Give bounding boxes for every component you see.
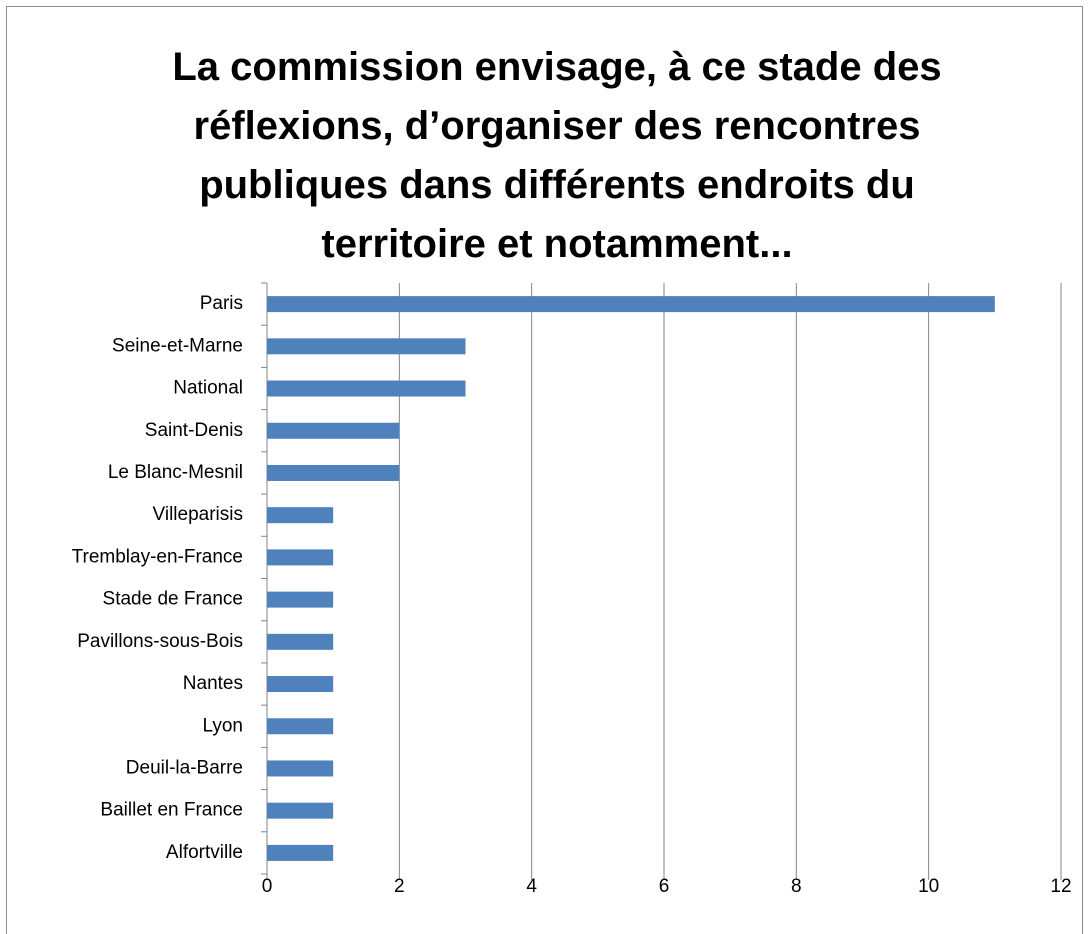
x-tick-label: 2 — [394, 876, 405, 897]
y-tick-label: Tremblay-en-France — [72, 546, 243, 567]
bar — [267, 760, 334, 777]
bar — [267, 380, 466, 397]
y-tick-label: Alfortville — [166, 842, 243, 863]
y-tick-label: Nantes — [183, 673, 243, 694]
bar — [267, 802, 334, 819]
x-tick-label: 0 — [262, 876, 273, 897]
y-tick-label: National — [173, 378, 243, 399]
bar — [267, 422, 400, 439]
x-tick-label: 12 — [1050, 876, 1071, 897]
x-tick-label: 8 — [791, 876, 802, 897]
x-tick-label: 6 — [659, 876, 670, 897]
bar — [267, 338, 466, 355]
x-tick-label: 10 — [918, 876, 939, 897]
bar — [267, 676, 334, 693]
y-tick-label: Paris — [200, 293, 243, 314]
bar — [267, 591, 334, 608]
chart-title: La commission envisage, à ce stade des r… — [172, 45, 942, 266]
bar — [267, 507, 334, 524]
y-tick-label: Saint-Denis — [145, 420, 243, 441]
y-tick-label: Stade de France — [103, 589, 243, 610]
bar — [267, 464, 400, 481]
bar — [267, 296, 995, 313]
y-tick-label: Deuil-la-Barre — [126, 757, 243, 778]
bar — [267, 633, 334, 650]
bar — [267, 549, 334, 566]
y-tick-label: Lyon — [203, 715, 244, 736]
chart-frame — [6, 6, 1083, 934]
y-tick-label: Seine-et-Marne — [112, 335, 243, 356]
x-tick-label: 4 — [526, 876, 537, 897]
y-tick-label: Baillet en France — [100, 800, 243, 821]
y-tick-label: Le Blanc-Mesnil — [108, 462, 243, 483]
bar — [267, 718, 334, 735]
y-tick-label: Villeparisis — [153, 504, 243, 525]
bar — [267, 844, 334, 861]
y-tick-label: Pavillons-sous-Bois — [77, 631, 243, 652]
